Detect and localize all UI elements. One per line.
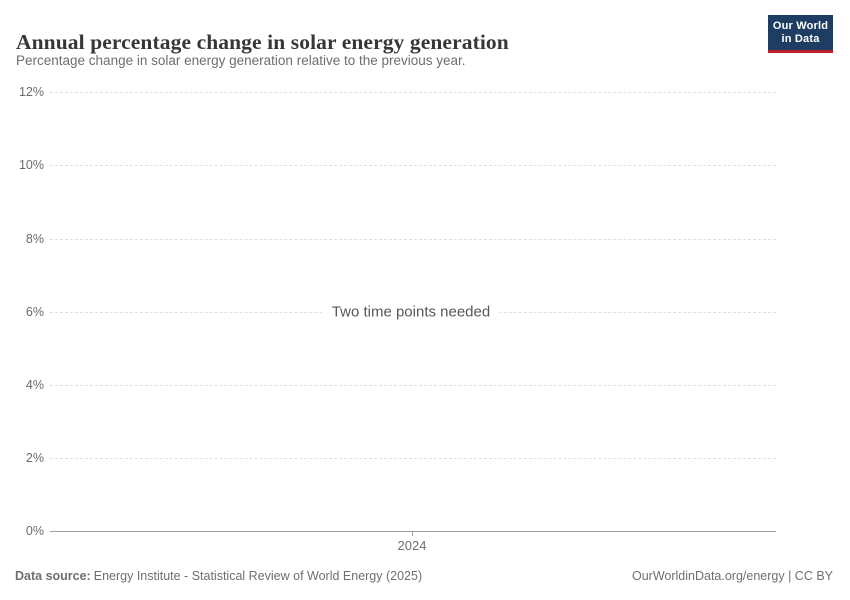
- gridline-4pct: [50, 384, 776, 386]
- x-axis-tick-mark: [412, 531, 413, 536]
- ytick-label-10pct: 10%: [18, 158, 44, 172]
- data-source-note: Data source: Energy Institute - Statistic…: [15, 569, 422, 583]
- data-source-text: Energy Institute - Statistical Review of…: [93, 569, 423, 583]
- grid-row-8pct: 8%: [10, 229, 776, 249]
- ytick-label-4pct: 4%: [25, 378, 44, 392]
- owid-logo-line1: Our World: [772, 20, 829, 32]
- empty-state-message: Two time points needed: [321, 301, 501, 323]
- license-link[interactable]: OurWorldinData.org/energy | CC BY: [631, 569, 833, 583]
- gridline-2pct: [50, 457, 776, 459]
- x-axis-line: [50, 530, 776, 532]
- grid-row-4pct: 4%: [10, 375, 776, 395]
- gridline-12pct: [50, 91, 776, 93]
- grid-row-2pct: 2%: [10, 448, 776, 468]
- grid-row-12pct: 12%: [10, 82, 776, 102]
- x-axis-tick-label: 2024: [397, 538, 427, 553]
- ytick-label-12pct: 12%: [18, 85, 44, 99]
- grid-row-10pct: 10%: [10, 155, 776, 175]
- owid-logo[interactable]: Our World in Data: [768, 15, 833, 53]
- ytick-label-8pct: 8%: [25, 232, 44, 246]
- chart-subtitle: Percentage change in solar energy genera…: [16, 53, 466, 68]
- owid-logo-line2: in Data: [781, 33, 820, 45]
- data-source-label: Data source:: [15, 569, 91, 583]
- gridline-10pct: [50, 164, 776, 166]
- ytick-label-0pct: 0%: [25, 524, 44, 538]
- ytick-label-2pct: 2%: [25, 451, 44, 465]
- gridline-8pct: [50, 238, 776, 240]
- ytick-label-6pct: 6%: [25, 305, 44, 319]
- page-title: Annual percentage change in solar energy…: [16, 30, 509, 55]
- grid-row-0pct: 0%: [10, 521, 776, 541]
